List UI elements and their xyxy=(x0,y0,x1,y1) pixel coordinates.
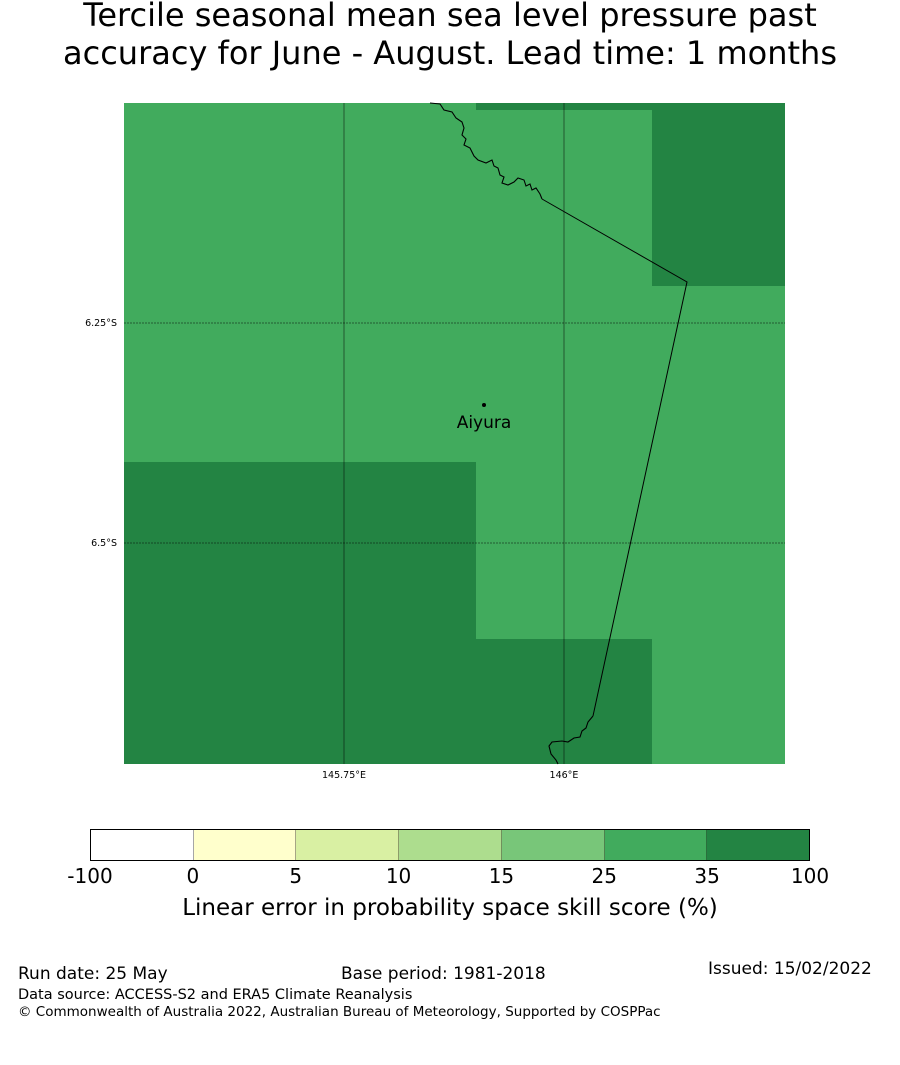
colorbar-tick-label: 0 xyxy=(186,864,200,888)
colorbar-segment xyxy=(604,830,708,860)
colorbar-tick-label: 10 xyxy=(385,864,412,888)
colorbar-segment xyxy=(296,830,400,860)
map-panel: Aiyura 6.25°S 6.5°S 145.75°E 146°E xyxy=(85,102,785,781)
lon-label: 145.75°E xyxy=(322,770,366,781)
colorbar-segment xyxy=(399,830,502,860)
colorbar-tick-label: 5 xyxy=(289,864,303,888)
place-label: Aiyura xyxy=(457,413,512,433)
colorbar-segment xyxy=(193,830,297,860)
colorbar-tick-label: 100 xyxy=(790,864,830,888)
title-line-1: Tercile seasonal mean sea level pressure… xyxy=(83,0,817,34)
colorbar-tick-label: -100 xyxy=(67,864,113,888)
colorbar-label: Linear error in probability space skill … xyxy=(182,895,718,921)
coastline xyxy=(429,102,543,200)
border-line xyxy=(541,198,688,717)
location-marker xyxy=(482,403,486,407)
colorbar-segment xyxy=(91,830,194,860)
base-period: Base period: 1981-2018 xyxy=(341,964,546,984)
coastline xyxy=(548,715,594,765)
lat-label: 6.5°S xyxy=(91,538,117,549)
copyright: © Commonwealth of Australia 2022, Austra… xyxy=(18,1004,661,1020)
colorbar-tick-label: 15 xyxy=(488,864,515,888)
map-cell xyxy=(476,103,785,110)
lon-label: 146°E xyxy=(550,770,579,781)
issued-date: Issued: 15/02/2022 xyxy=(708,959,872,979)
colorbar-segment xyxy=(707,830,810,860)
data-source: Data source: ACCESS-S2 and ERA5 Climate … xyxy=(18,987,413,1003)
run-date: Run date: 25 May xyxy=(18,964,168,984)
colorbar-tick-label: 25 xyxy=(591,864,618,888)
colorbar xyxy=(90,829,810,861)
lat-label: 6.25°S xyxy=(85,318,117,329)
colorbar-segment xyxy=(501,830,605,860)
title-line-2: accuracy for June - August. Lead time: 1… xyxy=(63,34,837,72)
map-cell xyxy=(124,462,476,764)
colorbar-tick-label: 35 xyxy=(694,864,720,888)
chart-title: Tercile seasonal mean sea level pressure… xyxy=(0,0,900,72)
map-cell xyxy=(652,103,785,286)
